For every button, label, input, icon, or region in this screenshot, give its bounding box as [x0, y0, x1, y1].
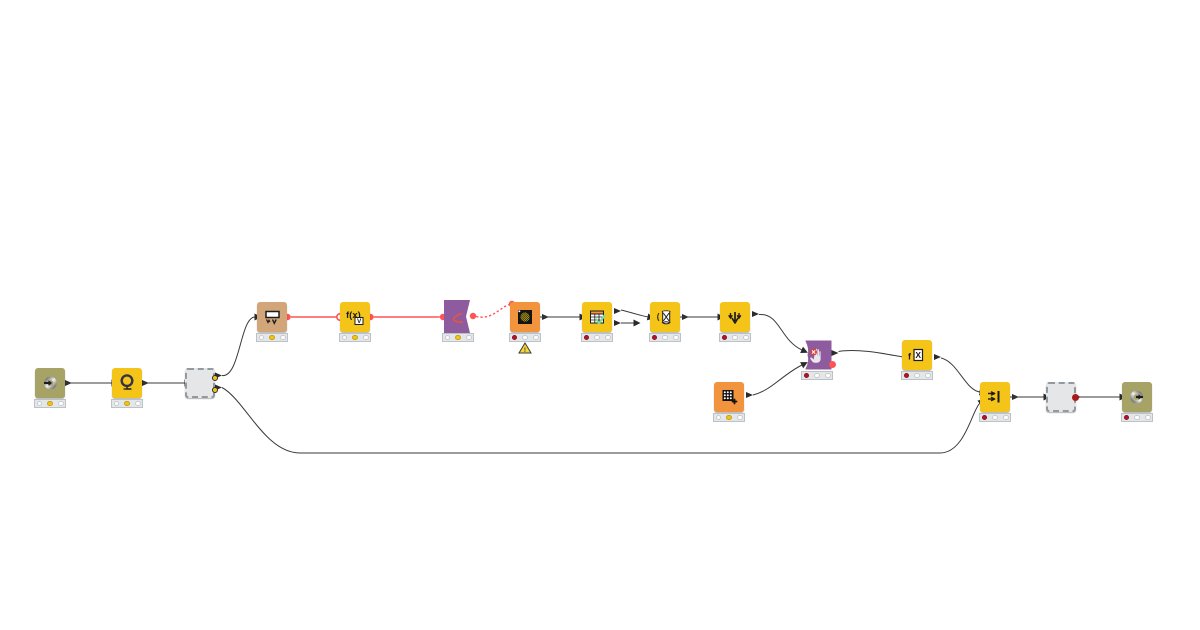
- svg-text:V: V: [357, 318, 362, 325]
- svg-text:!: !: [524, 347, 526, 354]
- svg-text:f: f: [908, 352, 912, 362]
- svg-text:X: X: [915, 350, 921, 360]
